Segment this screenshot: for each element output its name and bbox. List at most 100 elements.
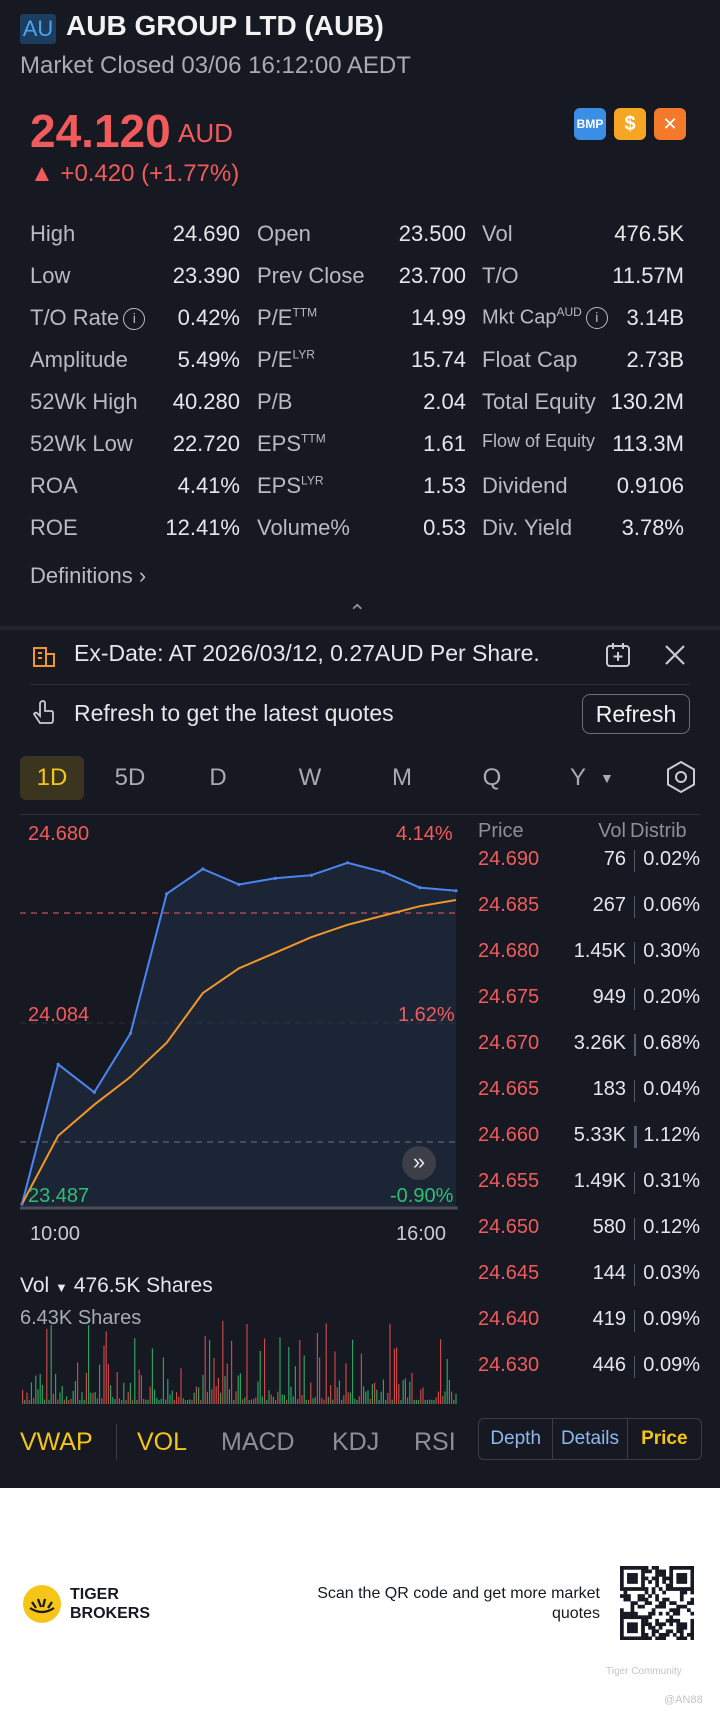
volume-bar — [123, 1382, 125, 1404]
indicator-vwap[interactable]: VWAP — [20, 1428, 93, 1456]
volume-bar — [396, 1347, 398, 1404]
volume-bar — [244, 1397, 246, 1404]
definitions-link[interactable]: Definitions › — [30, 563, 146, 589]
orderbook-distrib: 0.06% — [643, 894, 700, 916]
volume-bar — [154, 1389, 156, 1404]
orderbook-price: 24.675 — [478, 986, 540, 1008]
orderbook-vol: 144 — [592, 1262, 626, 1284]
volume-bar — [389, 1323, 391, 1404]
volume-bar — [380, 1391, 382, 1404]
stat-value: 14.99 — [410, 305, 466, 330]
divider — [30, 684, 690, 685]
volume-bar — [431, 1399, 433, 1404]
volume-bar — [391, 1399, 393, 1404]
distrib-bar — [634, 1218, 635, 1240]
volume-bar — [358, 1396, 360, 1404]
price-point — [345, 861, 350, 865]
orderbook-vol: 949 — [592, 986, 626, 1008]
volume-bar — [250, 1399, 252, 1404]
volume-bar — [160, 1398, 162, 1404]
dollar-icon[interactable]: $ — [614, 108, 646, 140]
indicator-kdj[interactable]: KDJ — [332, 1428, 380, 1456]
tab-price[interactable]: Price — [641, 1428, 688, 1449]
hand-pointer-icon — [32, 700, 54, 724]
volume-header[interactable]: Vol ▼ 476.5K Shares — [20, 1274, 213, 1298]
stat-label-text: Low — [30, 263, 71, 288]
indicator-macd[interactable]: MACD — [221, 1428, 295, 1456]
volume-label: Vol — [20, 1274, 50, 1297]
volume-bar — [52, 1393, 54, 1404]
volume-bar — [169, 1394, 171, 1404]
volume-bar — [259, 1350, 261, 1404]
options-icon[interactable]: ✕ — [654, 108, 686, 140]
settings-icon[interactable] — [664, 760, 698, 794]
stat-value: 3.78% — [621, 515, 684, 540]
stat-label-text: EPS — [257, 473, 302, 498]
stat-label-text: Amplitude — [30, 347, 128, 372]
orderbook-price: 24.655 — [478, 1170, 540, 1192]
refresh-button[interactable]: Refresh — [582, 694, 690, 734]
tab-d[interactable]: D — [209, 764, 227, 791]
orderbook-vol: 580 — [592, 1216, 626, 1238]
volume-bar — [314, 1397, 316, 1404]
volume-bar — [143, 1399, 145, 1404]
stat-value: 0.42% — [177, 305, 240, 330]
stat-value: 23.700 — [398, 263, 466, 288]
bmp-icon[interactable]: BMP — [574, 108, 606, 140]
divider — [20, 814, 700, 815]
chevron-down-icon[interactable]: ▼ — [600, 770, 614, 786]
volume-bar — [55, 1373, 57, 1404]
volume-bar — [365, 1391, 367, 1404]
expand-chart-icon[interactable]: » — [402, 1146, 436, 1180]
stat-label: Total Equity — [482, 389, 596, 415]
volume-bar — [167, 1379, 169, 1404]
ex-date-notice[interactable]: Ex-Date: AT 2026/03/12, 0.27AUD Per Shar… — [74, 640, 540, 666]
volume-bar — [261, 1396, 263, 1404]
volume-bar — [22, 1389, 24, 1404]
orderbook-vol: 1.45K — [573, 940, 626, 962]
info-icon[interactable]: i — [123, 308, 146, 331]
volume-bar — [437, 1391, 439, 1404]
volume-bar — [253, 1398, 255, 1404]
tab-q[interactable]: Q — [482, 764, 502, 791]
volume-bar — [440, 1339, 442, 1404]
volume-bar — [299, 1340, 301, 1404]
tab-1d[interactable]: 1D — [20, 756, 84, 800]
distrib-bar — [634, 1126, 638, 1148]
intraday-chart[interactable] — [20, 818, 460, 1218]
stat-label-text: P/E — [257, 347, 293, 372]
tab-m[interactable]: M — [392, 764, 412, 791]
time-start: 10:00 — [30, 1223, 81, 1245]
tab-depth[interactable]: Depth — [479, 1419, 554, 1459]
stat-label: High — [30, 221, 75, 247]
volume-bar — [352, 1339, 354, 1404]
calendar-add-icon[interactable] — [604, 641, 632, 669]
volume-bar — [347, 1392, 349, 1404]
volume-bar — [116, 1372, 118, 1404]
info-icon[interactable]: i — [585, 307, 608, 330]
stat-label-text: P/E — [257, 305, 293, 330]
stat-label-text: Div. Yield — [482, 515, 573, 540]
stat-label-text: 52Wk Low — [30, 431, 133, 456]
stat-value: 2.73B — [626, 347, 685, 372]
volume-bar — [279, 1337, 281, 1404]
volume-bar — [435, 1397, 437, 1404]
volume-chart[interactable] — [20, 1300, 460, 1406]
volume-bar — [268, 1390, 270, 1404]
stat-label-text: P/B — [257, 389, 293, 414]
volume-bar — [202, 1375, 204, 1404]
volume-bar — [451, 1391, 453, 1404]
close-icon[interactable] — [662, 642, 688, 668]
volume-bar — [448, 1380, 450, 1404]
tab-details[interactable]: Details — [553, 1419, 628, 1459]
tab-w[interactable]: W — [298, 764, 322, 791]
volume-bar — [182, 1398, 184, 1404]
indicator-vol[interactable]: VOL — [137, 1428, 188, 1456]
indicator-rsi[interactable]: RSI — [414, 1428, 456, 1456]
volume-bar — [367, 1390, 369, 1404]
orderbook-distrib: 0.03% — [643, 1262, 700, 1284]
tab-y[interactable]: Y — [569, 764, 586, 791]
collapse-chevron-icon[interactable]: ⌃ — [348, 600, 367, 625]
tab-5d[interactable]: 5D — [114, 764, 146, 791]
stat-label-text: T/O Rate — [30, 305, 120, 330]
